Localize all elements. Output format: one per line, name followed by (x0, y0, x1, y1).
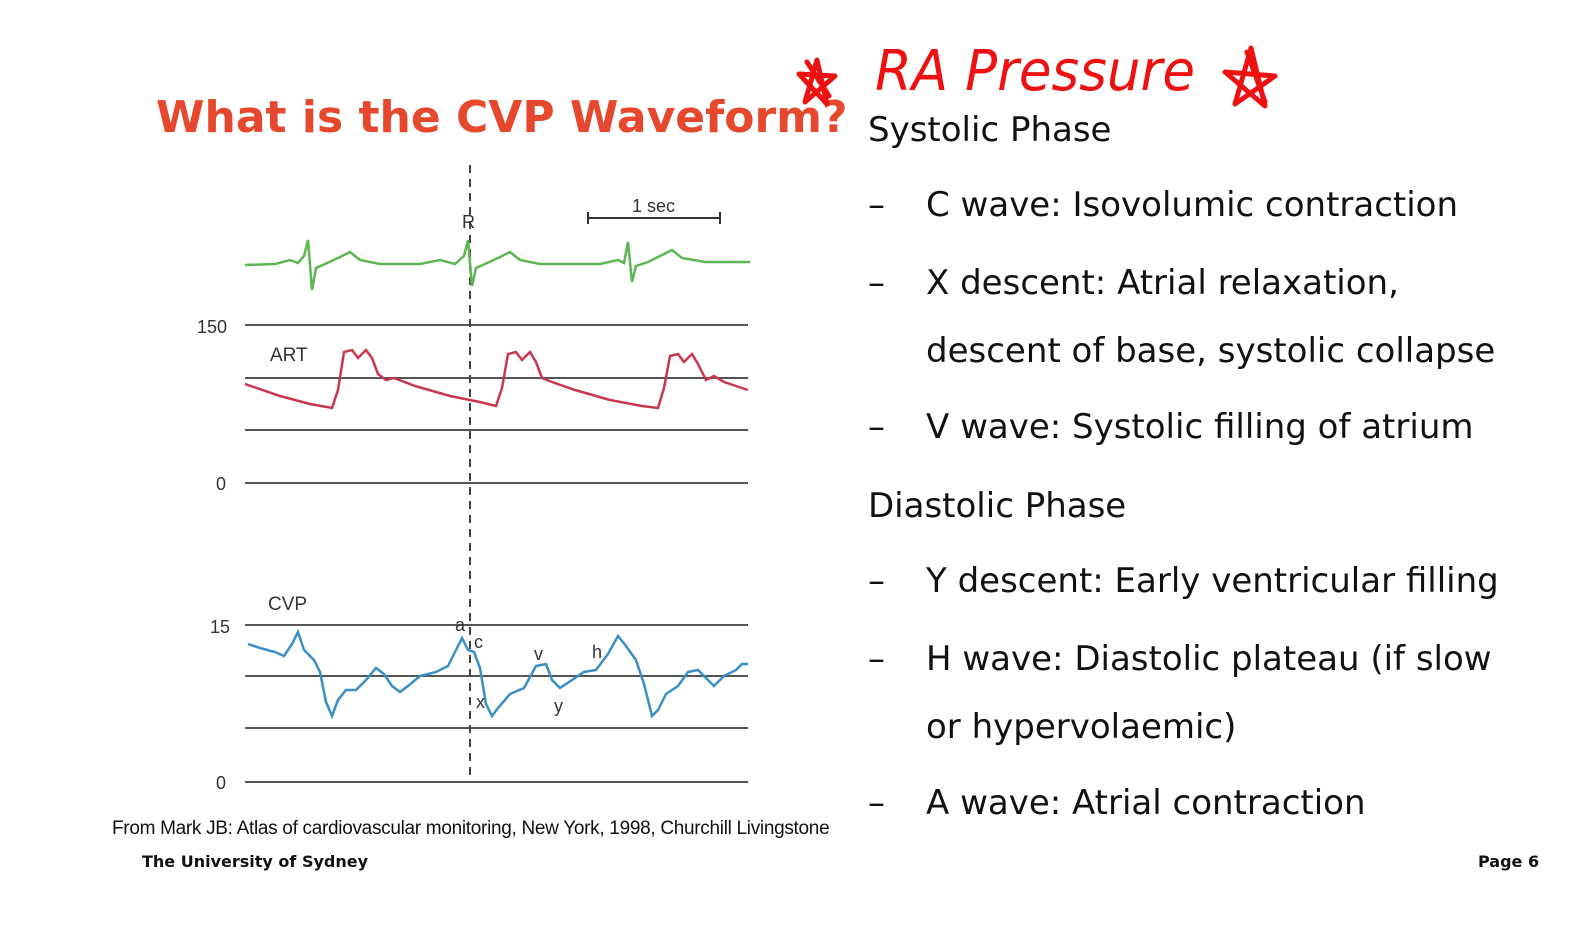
cvp-tick-15: 15 (210, 617, 230, 637)
figure-source-citation: From Mark JB: Atlas of cardiovascular mo… (112, 818, 830, 839)
art-trace (244, 348, 749, 410)
bullet-dash: – (868, 185, 885, 225)
wave-label-y: y (554, 696, 563, 716)
systolic-heading: Systolic Phase (868, 110, 1112, 150)
time-scale-bar (587, 212, 721, 224)
bullet-dash: – (868, 561, 885, 601)
bullet-text: C wave: Isovolumic contraction (926, 185, 1459, 225)
bullet-text: X descent: Atrial relaxation, (926, 263, 1399, 303)
wave-label-h: h (592, 642, 602, 662)
ecg-trace (244, 239, 750, 291)
art-tick-150: 150 (197, 317, 227, 337)
bullet-text: H wave: Diastolic plateau (if slow (926, 639, 1492, 679)
diastolic-heading: Diastolic Phase (868, 486, 1127, 526)
wave-label-c: c (474, 632, 483, 652)
bullet-dash: – (868, 783, 885, 823)
bullet-text: Y descent: Early ventricular filling (926, 561, 1499, 601)
bullet-dash: – (868, 263, 885, 303)
bullet-text: V wave: Systolic filling of atrium (926, 407, 1474, 447)
footer-organization: The University of Sydney (142, 852, 369, 871)
page-number: Page 6 (1478, 852, 1540, 871)
wave-label-x: x (476, 692, 485, 712)
bullet-text: A wave: Atrial contraction (926, 783, 1366, 823)
wave-label-a: a (455, 615, 466, 635)
cvp-waveform-figure: R 1 sec 150 0 15 0 ART CVP a c v h x y (197, 165, 750, 793)
slide-title: What is the CVP Waveform? (156, 92, 848, 143)
cvp-label: CVP (268, 594, 307, 615)
cvp-tick-0: 0 (216, 773, 226, 793)
annotation-text: RA Pressure (875, 39, 1195, 104)
wave-label-v: v (534, 644, 543, 664)
scale-label: 1 sec (632, 196, 675, 216)
art-label: ART (270, 345, 308, 366)
bullet-dash: – (868, 639, 885, 679)
grid-lines (245, 324, 748, 783)
star-icon (796, 57, 838, 107)
handwritten-annotation: RA Pressure (796, 39, 1278, 109)
bullet-dash: – (868, 407, 885, 447)
star-icon (1222, 45, 1278, 109)
bullet-text: or hypervolaemic) (926, 707, 1237, 747)
cvp-trace (247, 628, 748, 720)
r-label: R (462, 212, 475, 232)
art-tick-0: 0 (216, 474, 226, 494)
bullet-text: descent of base, systolic collapse (926, 331, 1496, 371)
